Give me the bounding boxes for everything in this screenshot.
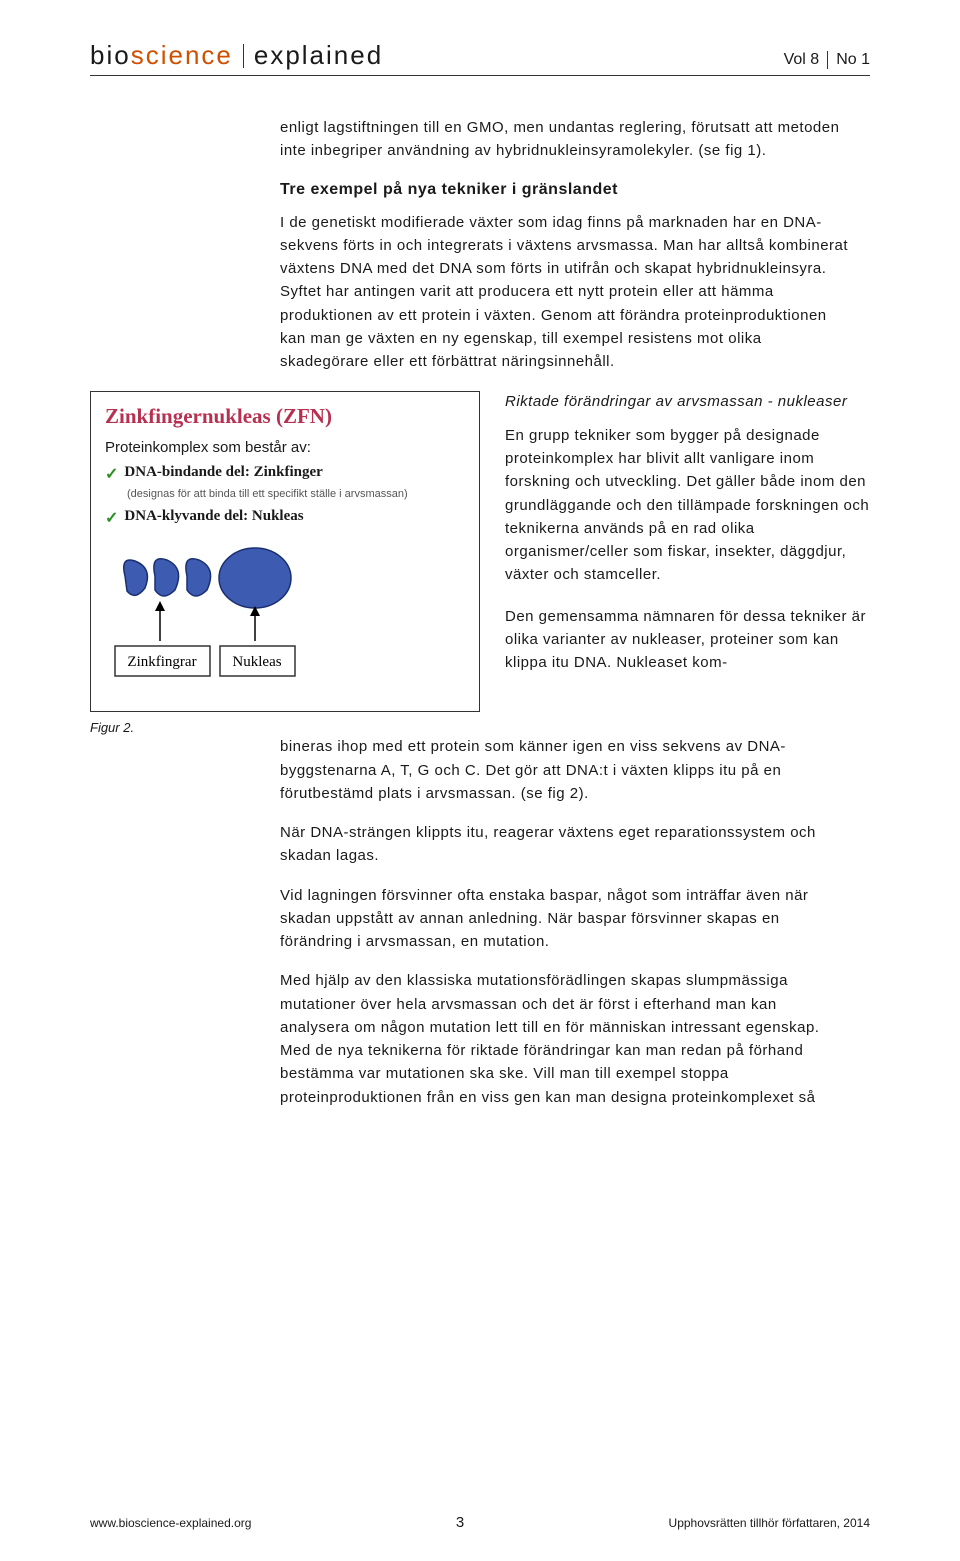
brand-science: science [131, 40, 233, 71]
figure2-note1: (designas för att binda till ett specifi… [127, 488, 465, 500]
figure2-item1-text: DNA-bindande del: Zinkfinger [124, 464, 322, 481]
section2-para1: En grupp tekniker som bygger på designad… [505, 424, 870, 587]
brand: bioscience explained [90, 40, 383, 71]
volume-info: Vol 8 No 1 [784, 51, 870, 69]
section2-para2-right: Den gemensamma nämnaren för dessa teknik… [505, 605, 870, 675]
check-icon: ✓ [105, 464, 118, 484]
brand-explained: explained [254, 40, 383, 71]
zinkfingrar-label: Zinkfingrar [127, 654, 196, 670]
page-header: bioscience explained Vol 8 No 1 [90, 40, 870, 76]
section1-paragraph: I de genetiskt modifierade växter som id… [280, 211, 850, 374]
footer-page: 3 [456, 1514, 464, 1531]
number-label: No 1 [836, 51, 870, 69]
footer-copyright: Upphovsrätten tillhör författaren, 2014 [669, 1516, 870, 1530]
brand-bio: bio [90, 40, 131, 71]
figure2-item2-text: DNA-klyvande del: Nukleas [124, 508, 303, 525]
nukleas-label: Nukleas [232, 654, 281, 670]
section2-para4: Vid lagningen försvinner ofta enstaka ba… [280, 884, 850, 954]
section2-subtitle: Riktade förändringar av arvsmassan - nuk… [505, 391, 870, 414]
section2-para2-cont: bineras ihop med ett protein som känner … [280, 735, 850, 805]
figure2-subtitle: Proteinkomplex som består av: [105, 439, 465, 456]
figure2-item1: ✓ DNA-bindande del: Zinkfinger [105, 464, 465, 484]
figure2-diagram: Zinkfingrar Nukleas [105, 546, 465, 691]
figure2-item2: ✓ DNA-klyvande del: Nukleas [105, 508, 465, 528]
check-icon: ✓ [105, 508, 118, 528]
section2-para3: När DNA-strängen klippts itu, reagerar v… [280, 821, 850, 868]
volume-separator [827, 51, 828, 69]
footer-url: www.bioscience-explained.org [90, 1516, 251, 1530]
figure2-box: Zinkfingernukleas (ZFN) Proteinkomplex s… [90, 391, 480, 712]
figure2-title: Zinkfingernukleas (ZFN) [105, 404, 465, 429]
section1-title: Tre exempel på nya tekniker i gränslande… [280, 181, 850, 199]
page-footer: www.bioscience-explained.org 3 Upphovsrä… [90, 1514, 870, 1531]
volume-label: Vol 8 [784, 51, 820, 69]
intro-paragraph: enligt lagstiftningen till en GMO, men u… [280, 116, 850, 163]
section2-para5: Med hjälp av den klassiska mutationsförä… [280, 969, 850, 1109]
figure2-caption: Figur 2. [90, 720, 480, 735]
brand-separator [243, 44, 244, 68]
